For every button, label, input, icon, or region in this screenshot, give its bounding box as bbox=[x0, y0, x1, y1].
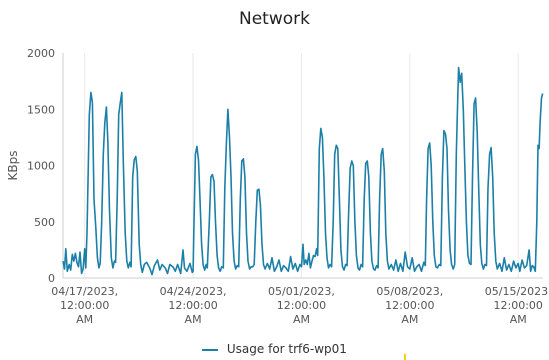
y-tick-label: 1500 bbox=[27, 103, 55, 116]
x-tick-label: 04/24/2023, bbox=[160, 285, 227, 298]
x-tick-label: 04/17/2023, bbox=[51, 285, 118, 298]
x-tick-label: AM bbox=[185, 313, 202, 326]
x-tick-label: AM bbox=[510, 313, 527, 326]
chart-title: Network bbox=[239, 9, 310, 29]
legend-label: Usage for trf6-wp01 bbox=[226, 342, 347, 356]
plot-area: 0500100015002000KBps04/17/2023,12:00:00A… bbox=[6, 47, 549, 326]
legend[interactable]: Usage for trf6-wp01 bbox=[0, 342, 549, 356]
y-tick-label: 0 bbox=[48, 272, 55, 285]
x-tick-label: 12:00:00 bbox=[385, 299, 434, 312]
x-tick-label: 12:00:00 bbox=[494, 299, 543, 312]
y-axis-title: KBps bbox=[6, 151, 20, 181]
highlight-marker bbox=[404, 354, 406, 360]
x-tick-label: 12:00:00 bbox=[277, 299, 326, 312]
x-tick-label: 05/15/2023, bbox=[485, 285, 549, 298]
x-tick-label: 05/01/2023, bbox=[268, 285, 335, 298]
x-tick-label: 12:00:00 bbox=[60, 299, 109, 312]
x-tick-label: 05/08/2023, bbox=[376, 285, 443, 298]
y-tick-label: 1000 bbox=[27, 160, 55, 173]
y-tick-label: 500 bbox=[34, 216, 55, 229]
series-line bbox=[62, 66, 544, 276]
x-tick-label: 12:00:00 bbox=[168, 299, 217, 312]
x-tick-label: AM bbox=[76, 313, 93, 326]
x-tick-label: AM bbox=[401, 313, 418, 326]
x-tick-label: AM bbox=[293, 313, 310, 326]
legend-swatch bbox=[202, 348, 219, 351]
y-tick-label: 2000 bbox=[27, 47, 55, 60]
